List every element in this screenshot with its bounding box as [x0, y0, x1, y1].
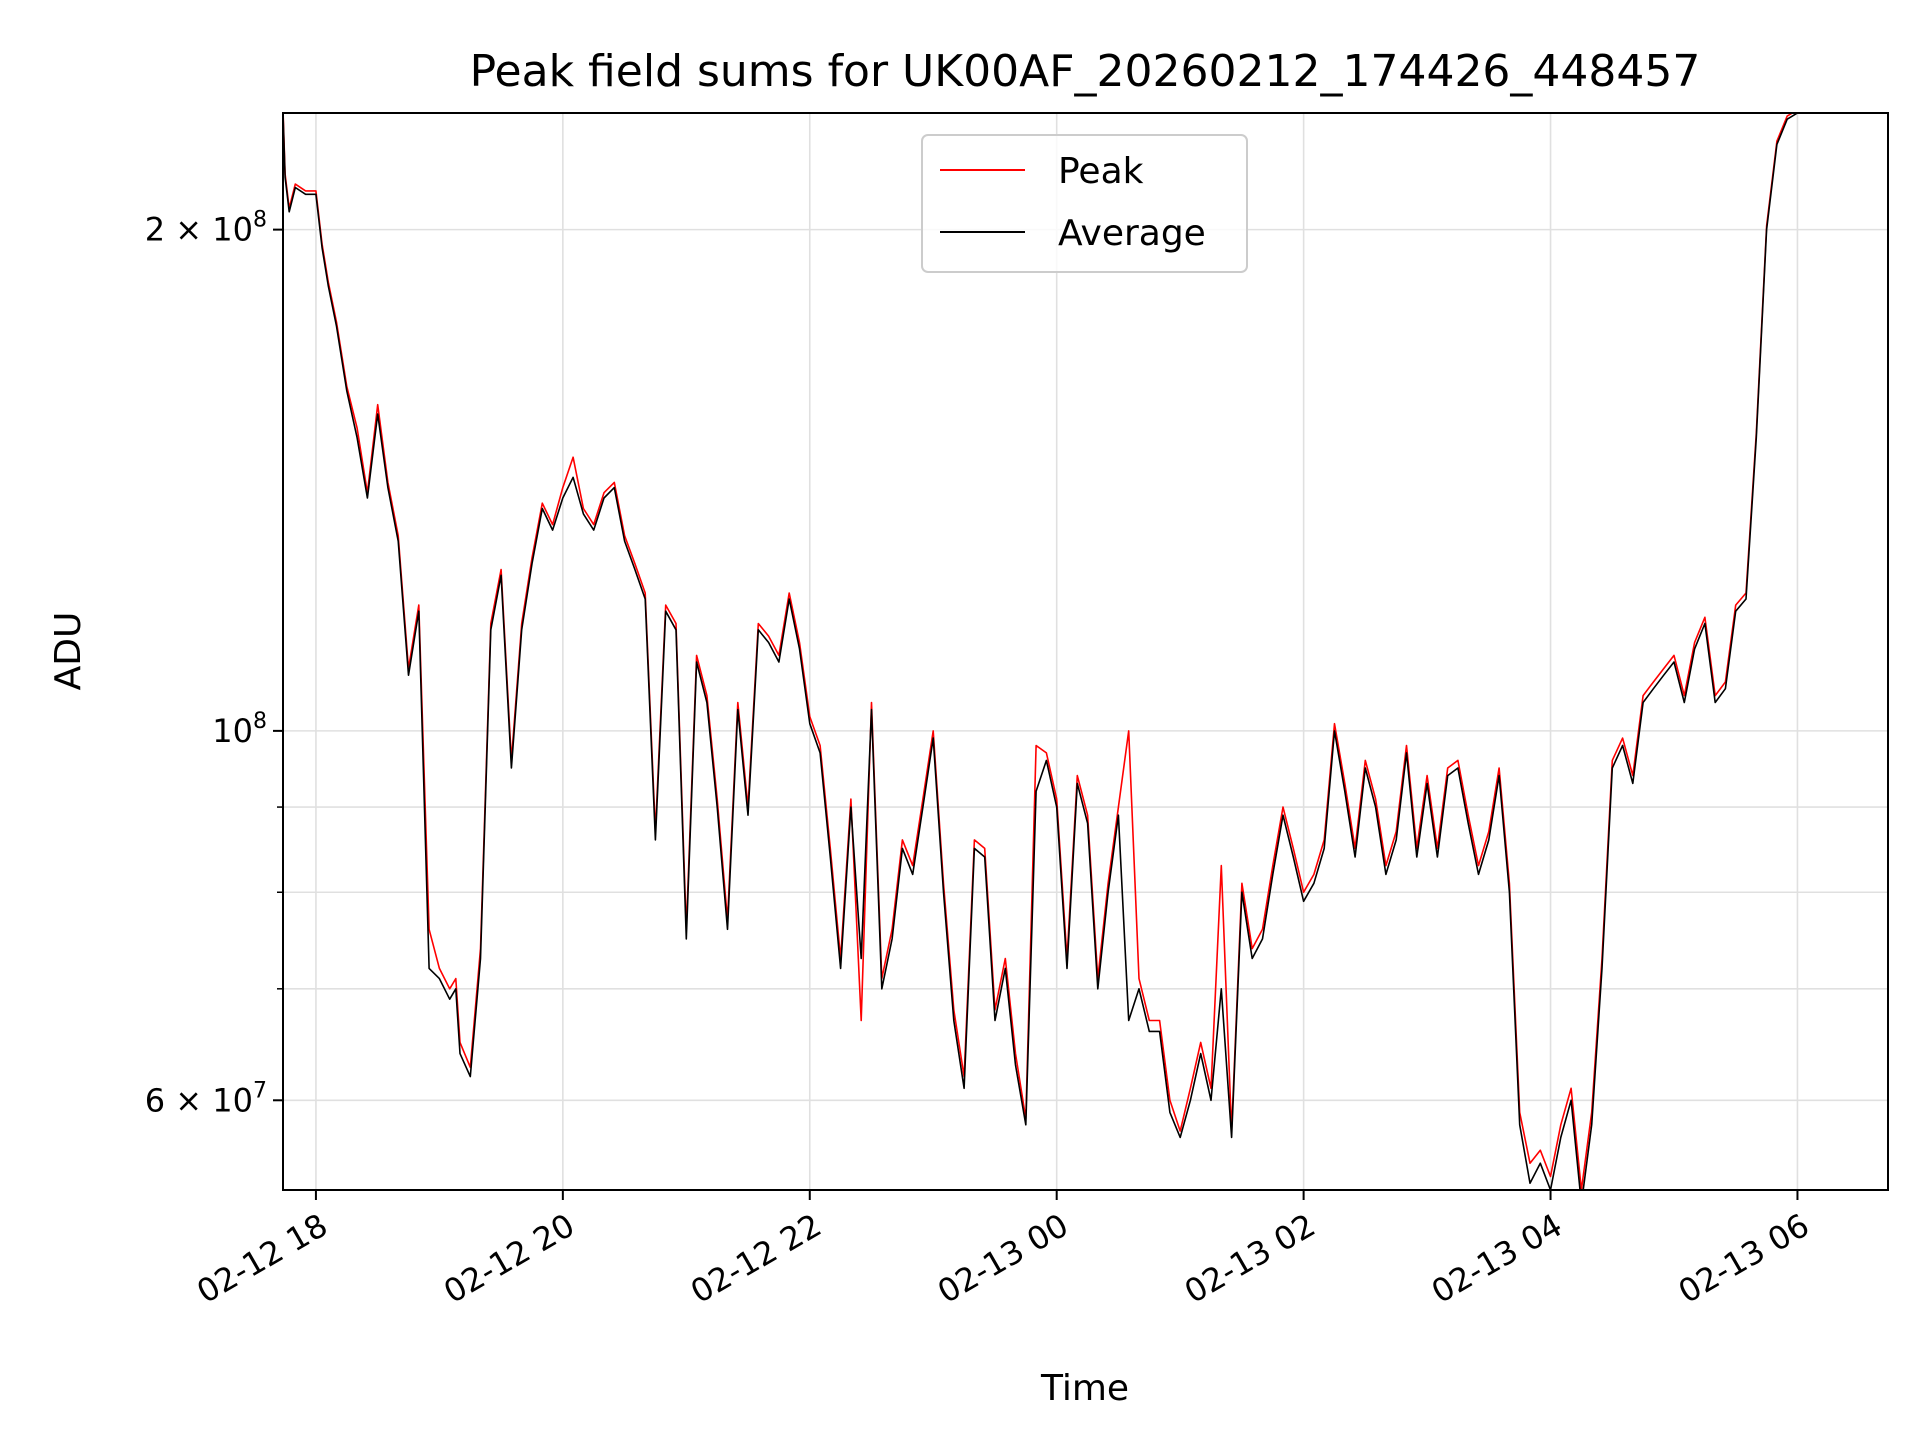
legend: Peak Average — [921, 134, 1248, 273]
x-tick-label: 02-13 02 — [1178, 1206, 1322, 1311]
y-tick-label: 108 — [212, 709, 267, 750]
x-tick-label: 02-12 22 — [684, 1206, 828, 1311]
y-tick-label: 2 × 108 — [145, 208, 267, 249]
y-axis-label: ADU — [48, 612, 89, 691]
grid-layer — [283, 113, 1888, 1190]
x-axis-label: Time — [1040, 1368, 1129, 1409]
x-tick-label: 02-13 00 — [931, 1206, 1075, 1311]
x-tick-label: 02-13 06 — [1672, 1206, 1816, 1311]
x-tick-label: 02-13 04 — [1425, 1206, 1569, 1311]
y-tick-label: 6 × 107 — [145, 1078, 267, 1119]
x-tick-label: 02-12 20 — [437, 1206, 581, 1311]
chart-title: Peak field sums for UK00AF_20260212_1744… — [470, 46, 1701, 97]
average-series-line — [283, 113, 1798, 1190]
x-tick-label: 02-12 18 — [190, 1206, 334, 1311]
legend-average-label: Average — [1058, 213, 1206, 254]
series-layer — [283, 113, 1798, 1190]
plot-frame — [282, 112, 1889, 1191]
tick-layer: 02-12 18 02-12 20 02-12 22 02-13 00 02-13 02… — [145, 208, 1816, 1311]
legend-peak-label: Peak — [1058, 151, 1144, 192]
